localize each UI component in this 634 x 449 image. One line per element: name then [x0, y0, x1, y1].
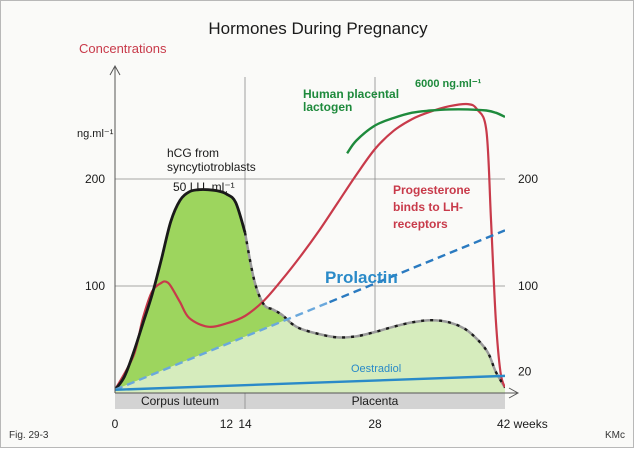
oestradiol-label: Oestradiol [351, 363, 401, 375]
period-label: Placenta [352, 394, 399, 408]
hpl-line [346, 108, 505, 155]
hcg-label-line1: hCG from [167, 146, 219, 160]
area-fills [115, 189, 505, 393]
y-axis-unit: ng.ml⁻¹ [77, 128, 114, 140]
x-tick-label: 12 [220, 417, 234, 431]
y-tick-label-right: 20 [518, 365, 532, 379]
y-tick-label-right: 200 [518, 172, 538, 186]
period-label: Corpus luteum [141, 394, 219, 408]
credit: KMc [605, 430, 625, 441]
y-axis-label: Concentrations [79, 41, 167, 56]
periods: Corpus luteum Placenta [141, 393, 399, 409]
hpl-label-line1: Human placental [303, 87, 399, 101]
x-tick-label: 0 [112, 417, 119, 431]
series-lines [115, 102, 505, 391]
progesterone-label-line3: receptors [393, 217, 448, 231]
hcg-tail-line [243, 232, 505, 389]
hcg-line [115, 188, 247, 391]
hcg-peak-label: 50 I.U. ml⁻¹ [173, 180, 235, 194]
y-axis-arrow [109, 64, 121, 76]
hcg-area-fill [115, 189, 505, 390]
x-tick-label: 28 [368, 417, 382, 431]
figure-ref: Fig. 29-3 [9, 430, 49, 441]
progesterone-label-line1: Progesterone [393, 183, 471, 197]
prolactin-label: Prolactin [325, 268, 398, 287]
progesterone-label-line2: binds to LH- [393, 200, 463, 214]
pale-area-fill [115, 319, 505, 393]
progesterone-line [115, 102, 505, 391]
series-labels: hCG from syncytiotroblasts 50 I.U. ml⁻¹ … [167, 78, 482, 375]
hpl-label-line2: lactogen [303, 100, 352, 114]
y-tick-label-left: 200 [85, 172, 105, 186]
y-tick-label-right: 100 [518, 279, 538, 293]
x-axis-arrow [508, 387, 520, 399]
oestradiol-line [115, 374, 505, 391]
x-tick-label: 14 [238, 417, 252, 431]
hcg-label-line2: syncytiotroblasts [167, 160, 256, 174]
y-tick-label-left: 100 [85, 279, 105, 293]
hpl-peak-label: 6000 ng.ml⁻¹ [415, 78, 482, 90]
prolactin-line-upper [329, 229, 505, 304]
axes [109, 64, 520, 399]
chart-title: Hormones During Pregnancy [208, 19, 428, 38]
period-band [115, 393, 505, 409]
tick-labels: 0 12 14 28 42 weeks 100 200 20 100 200 [85, 172, 548, 431]
x-tick-label: 42 weeks [497, 417, 548, 431]
